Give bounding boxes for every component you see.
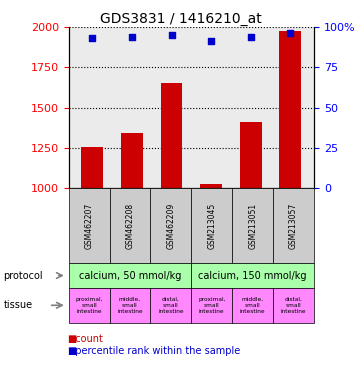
Bar: [240, 122, 262, 188]
Point: [287, 30, 293, 36]
Bar: [82, 147, 103, 188]
Text: ■: ■: [67, 334, 76, 344]
Text: calcium, 150 mmol/kg: calcium, 150 mmol/kg: [199, 270, 307, 281]
Bar: [121, 133, 143, 188]
Text: protocol: protocol: [4, 270, 43, 281]
Bar: [200, 184, 222, 188]
Text: tissue: tissue: [4, 300, 33, 310]
Text: distal,
small
intestine: distal, small intestine: [281, 297, 306, 314]
Point: [248, 33, 254, 40]
Text: GSM213045: GSM213045: [207, 202, 216, 249]
Point: [129, 33, 135, 40]
Text: GSM462207: GSM462207: [84, 202, 93, 249]
Text: GSM462208: GSM462208: [126, 202, 134, 249]
Bar: [279, 31, 301, 188]
Point: [208, 38, 214, 45]
Text: ■: ■: [67, 346, 76, 356]
Text: middle,
small
intestine: middle, small intestine: [117, 297, 143, 314]
Text: middle,
small
intestine: middle, small intestine: [240, 297, 265, 314]
Text: proximal,
small
intestine: proximal, small intestine: [75, 297, 103, 314]
Bar: [161, 83, 182, 188]
Text: proximal,
small
intestine: proximal, small intestine: [198, 297, 226, 314]
Text: percentile rank within the sample: percentile rank within the sample: [69, 346, 240, 356]
Text: distal,
small
intestine: distal, small intestine: [158, 297, 184, 314]
Text: GDS3831 / 1416210_at: GDS3831 / 1416210_at: [100, 12, 261, 25]
Text: count: count: [69, 334, 103, 344]
Text: GSM213057: GSM213057: [289, 202, 298, 249]
Point: [90, 35, 95, 41]
Text: GSM462209: GSM462209: [166, 202, 175, 249]
Point: [169, 32, 174, 38]
Text: GSM213051: GSM213051: [248, 202, 257, 249]
Text: calcium, 50 mmol/kg: calcium, 50 mmol/kg: [79, 270, 181, 281]
